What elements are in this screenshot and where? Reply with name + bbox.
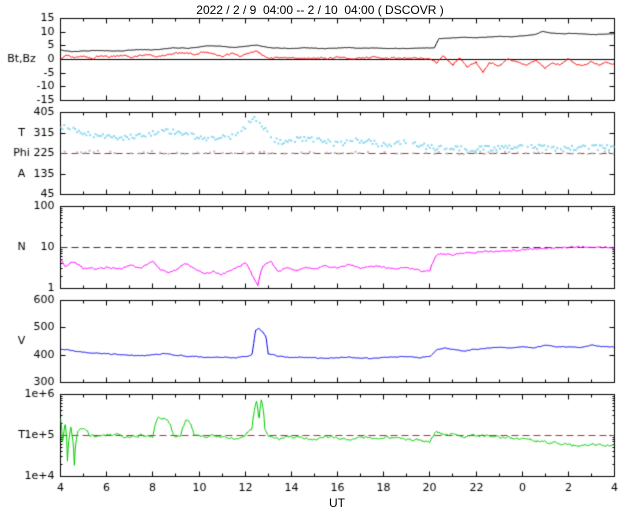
- x-axis-label: UT: [329, 496, 345, 510]
- plot-title: 2022 / 2 / 9 04:00 -- 2 / 10 04:00 ( DSC…: [196, 3, 444, 17]
